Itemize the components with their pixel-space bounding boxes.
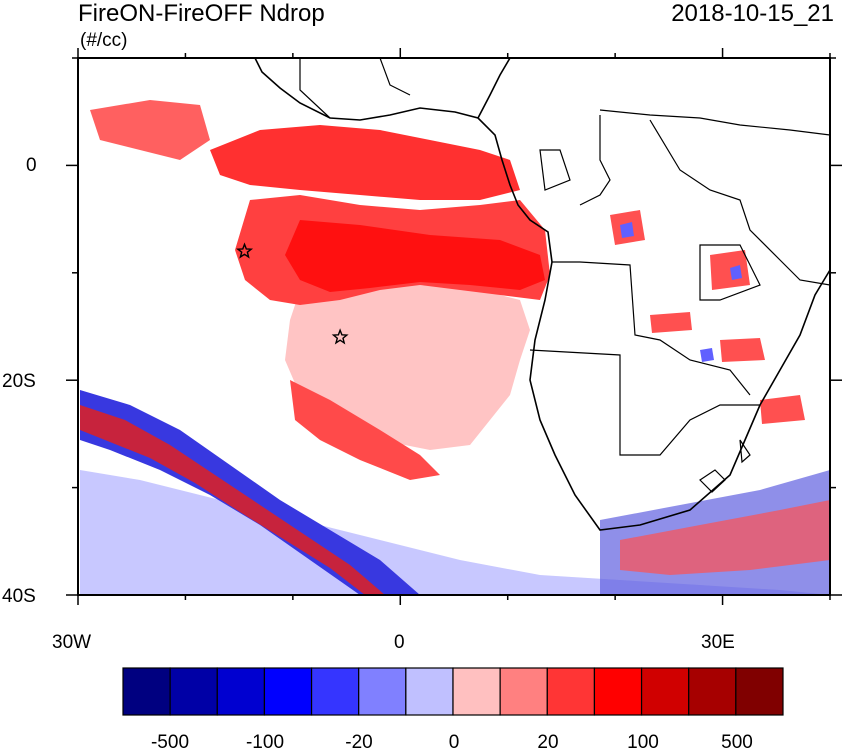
star-markers [236,242,349,345]
x-tick-label: 30W [52,632,91,653]
y-tick-label: 0 [26,155,37,176]
colorbar-swatch [216,667,266,716]
storm-band-red [80,405,385,595]
colorbar-swatch [688,667,737,716]
units-label: (#/cc) [80,30,128,51]
colorbar-label: -20 [345,732,372,750]
data-field [80,100,830,595]
plume-light-red [285,280,530,450]
x-tick-labels: 30W 0 30E [52,632,735,653]
datetime-label: 2018-10-15_21 [671,0,834,27]
y-tick-labels: 0 20S 40S [2,155,37,607]
colorbar-swatch [735,667,784,716]
colorbar-swatch [405,667,454,716]
colorbar-label: 20 [537,732,558,750]
star-marker [236,242,254,259]
colorbar-swatch [310,667,360,716]
gulf-red [210,125,520,200]
country-borders [299,58,830,493]
colorbar-swatch [169,667,218,716]
colorbar-label: -500 [151,732,189,750]
colorbar-swatch [640,667,690,716]
y-tick-label: 40S [2,586,36,607]
star-marker [331,328,349,345]
colorbar-swatch [499,667,548,716]
south-red-lobe [290,380,440,480]
colorbar-label: -100 [246,732,284,750]
colorbar-swatch [263,667,313,716]
axis-ticks [66,48,842,605]
colorbar-swatch [122,667,171,716]
southeast-red [620,500,830,575]
inland-speckles [610,210,805,424]
plot-frame [77,57,831,596]
colorbar-labels: -500 -100 -20 0 20 100 500 [151,732,753,750]
colorbar-swatch [452,667,501,716]
colorbar-label: 0 [449,732,460,750]
x-tick-label: 0 [394,632,405,653]
colorbar-label: 500 [721,732,753,750]
x-tick-label: 30E [701,632,735,653]
colorbar-swatch [593,667,643,716]
colorbar [122,667,784,716]
y-tick-label: 20S [2,371,36,392]
colorbar-swatch [546,667,596,716]
pale-blue-swath [80,470,830,595]
inland-blue-speckles [620,222,742,362]
plume-red-core [285,220,545,292]
map-title: FireON-FireOFF Ndrop [78,0,325,27]
colorbar-label: 100 [627,732,659,750]
colorbar-swatch [358,667,407,716]
west-red [90,100,210,160]
storm-band-blue [80,390,420,595]
